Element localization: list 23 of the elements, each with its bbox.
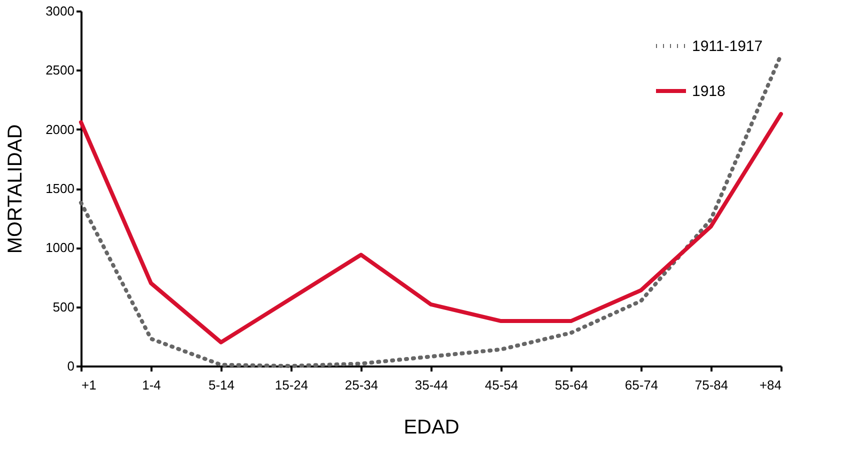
legend-label: 1911-1917 xyxy=(692,38,763,55)
x-tick-label: 55-64 xyxy=(554,378,588,392)
x-tick-label: +1 xyxy=(82,378,96,392)
legend-label: 1918 xyxy=(692,83,726,100)
y-tick-label: 2500 xyxy=(46,62,74,78)
y-axis-title: MORTALIDAD xyxy=(4,124,27,254)
y-tick-label: 1000 xyxy=(46,240,74,256)
y-tick-label: 2000 xyxy=(46,122,74,137)
y-tick-label: 500 xyxy=(52,299,74,314)
x-tick-label: 35-44 xyxy=(414,378,448,392)
x-tick-label: 65-74 xyxy=(624,378,658,392)
x-tick-label: 25-34 xyxy=(344,378,378,392)
line-series xyxy=(79,112,783,344)
y-tick-label: 0 xyxy=(67,358,74,374)
y-tick-label: 3000 xyxy=(46,4,74,18)
x-tick-label: 5-14 xyxy=(208,378,235,392)
x-tick-label: 1-4 xyxy=(142,378,161,392)
x-tick-label: +84 xyxy=(759,378,782,392)
x-tick-label: 15-24 xyxy=(274,378,308,392)
x-tick-label: 45-54 xyxy=(484,378,518,392)
y-tick-label: 1500 xyxy=(46,181,74,196)
x-axis-title: EDAD xyxy=(404,416,460,438)
x-tick-label: 75-84 xyxy=(694,378,728,392)
